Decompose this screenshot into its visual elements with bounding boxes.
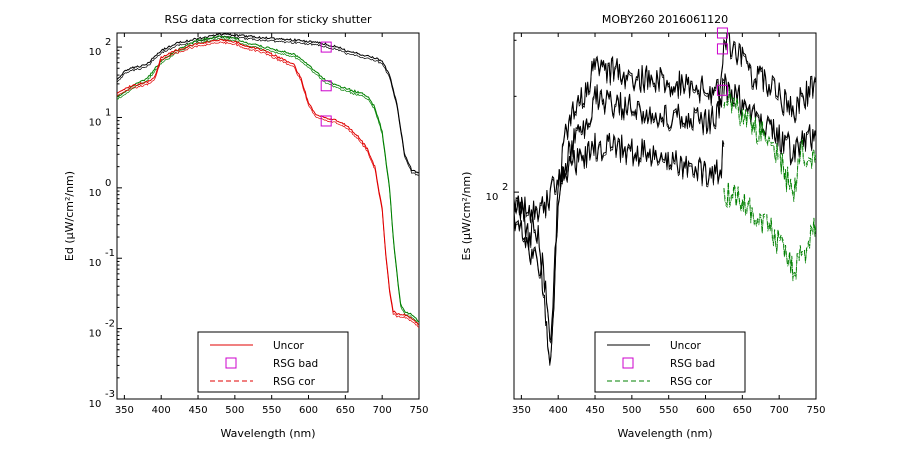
y-tick-exponent: 0 [105, 178, 111, 189]
rsg-bad-marker [320, 80, 332, 92]
rsg-bad-marker [716, 84, 728, 96]
y-tick-exponent: -2 [105, 319, 115, 330]
series-line [117, 38, 419, 326]
x-tick-label: 650 [336, 405, 355, 416]
y-axis-label: Es (µW/cm²/nm) [460, 172, 473, 261]
y-tick-label: 10 [89, 188, 102, 199]
x-tick-label: 700 [770, 405, 789, 416]
x-tick-label: 650 [733, 405, 752, 416]
y-tick-label: 10 [89, 399, 102, 410]
x-tick-label: 500 [622, 405, 641, 416]
legend-swatch [622, 357, 634, 369]
legend-box [197, 331, 349, 393]
x-axis-label: Wavelength (nm) [617, 427, 712, 440]
series-line [514, 33, 816, 342]
series-line [117, 35, 419, 323]
x-tick-label: 550 [262, 405, 281, 416]
x-tick-label: 350 [512, 405, 531, 416]
rsg-bad-marker [716, 43, 728, 55]
x-tick-label: 600 [299, 405, 318, 416]
y-tick-label: 10 [89, 117, 102, 128]
x-tick-label: 700 [373, 405, 392, 416]
series-line-replicate [723, 75, 816, 166]
x-tick-label: 450 [585, 405, 604, 416]
y-tick-exponent: 1 [105, 107, 111, 118]
legend-swatch [225, 357, 237, 369]
y-axis-label: Ed (µW/cm²/nm) [63, 171, 76, 261]
x-tick-label: 500 [225, 405, 244, 416]
y-tick-label: 10 [89, 329, 102, 340]
legend-label: RSG bad [273, 358, 318, 370]
x-tick-label: 550 [659, 405, 678, 416]
x-tick-label: 350 [115, 405, 134, 416]
y-tick-exponent: 2 [502, 182, 508, 193]
series-line-replicate [117, 38, 419, 325]
series-line-replicate [514, 33, 816, 344]
series-line [514, 132, 725, 221]
legend-label: RSG cor [670, 376, 713, 388]
y-tick-label: 10 [89, 47, 102, 58]
y-tick-label: 10 [486, 192, 499, 203]
left-panel: RSG data correction for sticky shutter 35… [63, 13, 429, 440]
y-tick-exponent: 2 [105, 37, 111, 48]
rsg-bad-marker [716, 27, 728, 39]
series-line [117, 33, 419, 174]
series-line [723, 73, 816, 163]
chart-title: RSG data correction for sticky shutter [164, 13, 372, 26]
rsg-bad-marker [320, 115, 332, 127]
x-tick-label: 400 [549, 405, 568, 416]
legend-box [594, 331, 746, 393]
series-line-replicate [514, 80, 725, 366]
right-panel: MOBY260 2016061120 350 400 450 500 550 600 650 7… [460, 13, 826, 440]
legend-label: RSG bad [670, 358, 715, 370]
legend-label: Uncor [670, 340, 702, 352]
legend-label: RSG cor [273, 376, 316, 388]
x-tick-label: 750 [806, 405, 825, 416]
x-axis-label: Wavelength (nm) [220, 427, 315, 440]
y-tick-exponent: -3 [105, 389, 115, 400]
y-tick-exponent: -1 [105, 248, 115, 259]
plot-area [514, 33, 816, 366]
series-line-replicate [723, 183, 816, 282]
series-line [723, 181, 816, 279]
x-tick-label: 750 [409, 405, 428, 416]
rsg-bad-marker [320, 41, 332, 53]
x-tick-label: 400 [152, 405, 171, 416]
series-line-replicate [117, 35, 419, 176]
x-tick-label: 450 [188, 405, 207, 416]
series-line-replicate [117, 41, 419, 328]
x-tick-label: 600 [696, 405, 715, 416]
series-line-replicate [514, 135, 725, 224]
legend-label: Uncor [273, 340, 305, 352]
y-tick-label: 10 [89, 258, 102, 269]
chart-title: MOBY260 2016061120 [602, 13, 728, 26]
plot-area [117, 33, 419, 328]
